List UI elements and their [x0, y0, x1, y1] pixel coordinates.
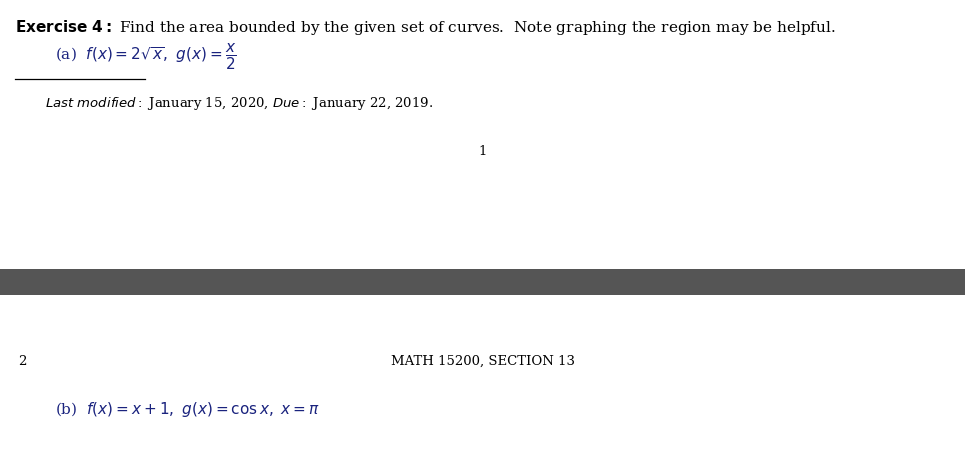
Text: 2: 2: [18, 354, 26, 367]
Bar: [0, 269, 965, 295]
Text: (a)  $f(x) = 2\sqrt{x},\ g(x) = \dfrac{x}{2}$: (a) $f(x) = 2\sqrt{x},\ g(x) = \dfrac{x}…: [55, 42, 236, 72]
Text: $\bf{Exercise\ 4:}$ Find the area bounded by the given set of curves.  Note grap: $\bf{Exercise\ 4:}$ Find the area bounde…: [15, 18, 836, 37]
Text: $\it{Last\ modified:}$ January 15, 2020, $\it{Due:}$ January 22, 2019.: $\it{Last\ modified:}$ January 15, 2020,…: [45, 95, 433, 112]
Text: (b)  $f(x) = x+1,\ g(x) = \cos x,\ x = \pi$: (b) $f(x) = x+1,\ g(x) = \cos x,\ x = \p…: [55, 399, 320, 418]
Text: MATH 15200, SECTION 13: MATH 15200, SECTION 13: [391, 354, 575, 367]
Text: 1: 1: [479, 145, 487, 158]
